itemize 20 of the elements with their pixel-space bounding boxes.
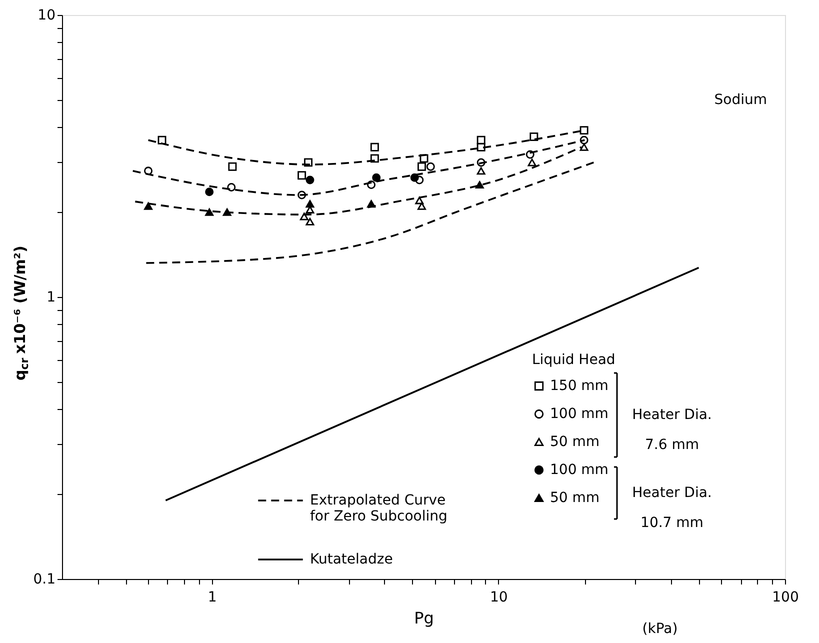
legend-label: Extrapolated Curve for Zero Subcooling [310,492,448,524]
annotation: Sodium [714,92,767,108]
legend-label: 50 mm [550,490,600,506]
legend-label: Kutateladze [310,552,393,568]
x-axis-title: Pg [414,608,434,628]
legend-label: 100 mm [550,406,608,422]
y-tick-label: 1 [46,290,56,306]
x-tick-label: 10 [490,590,508,606]
legend-label: 150 mm [550,378,608,394]
annotation: Heater Dia. 10.7 mm [632,485,712,531]
legend-label: 100 mm [550,462,608,478]
legend-title: Liquid Head [532,352,616,368]
annotation: Heater Dia. 7.6 mm [632,407,712,453]
y-axis-title: qcr x10⁻⁶ (W/m²) [11,246,31,381]
x-tick-label: 1 [208,590,217,606]
text: (kPa) [642,621,678,637]
y-tick-label: 10 [38,8,56,24]
x-tick-label: 100 [772,590,799,606]
legend-label: 50 mm [550,434,600,450]
y-tick-label: 0.1 [33,572,56,588]
